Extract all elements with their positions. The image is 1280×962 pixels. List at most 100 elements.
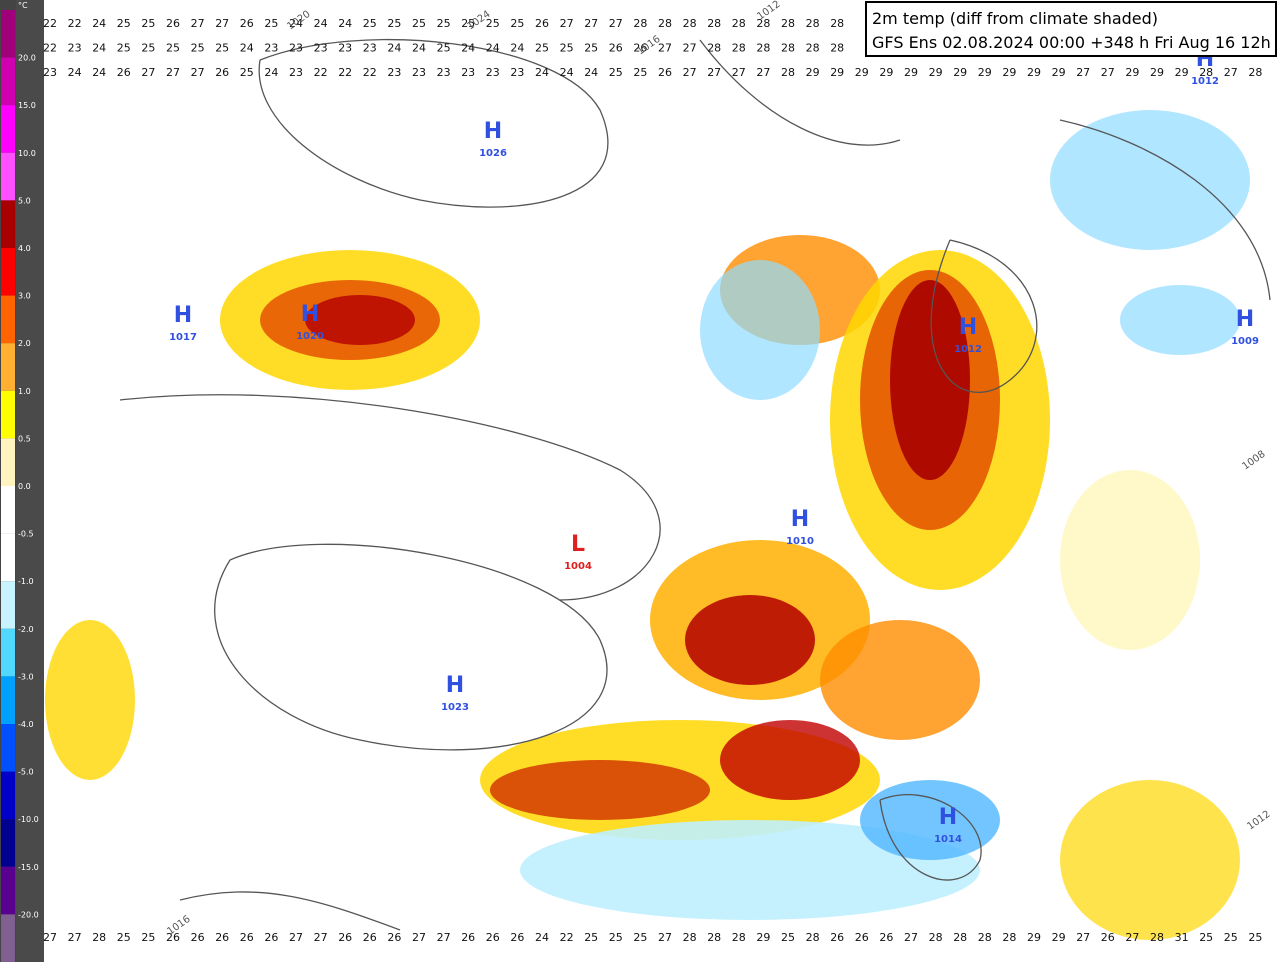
grid-value: 27: [191, 17, 205, 30]
legend-label-strip: [16, 0, 44, 962]
grid-value: 26: [240, 17, 254, 30]
grid-value: 27: [43, 931, 57, 944]
legend-label: -5.0: [18, 768, 34, 777]
title-frame: [865, 1, 1277, 57]
legend-label: 20.0: [18, 54, 36, 63]
grid-value: 28: [1199, 66, 1213, 79]
legend-swatch: [1, 676, 15, 724]
grid-value: 23: [387, 66, 401, 79]
grid-value: 25: [1224, 931, 1238, 944]
legend-label: 10.0: [18, 149, 36, 158]
grid-value: 25: [584, 42, 598, 55]
grid-value: 31: [1175, 931, 1189, 944]
grid-value: 26: [166, 17, 180, 30]
grid-value: 22: [43, 17, 57, 30]
grid-value: 25: [264, 17, 278, 30]
anomaly-shading: [45, 110, 1250, 940]
grid-value: 23: [437, 66, 451, 79]
grid-value: 26: [830, 931, 844, 944]
grid-value: 22: [338, 66, 352, 79]
grid-value: 25: [215, 42, 229, 55]
grid-value: 24: [535, 931, 549, 944]
pressure-symbol: H: [174, 303, 192, 328]
grid-value: 25: [781, 931, 795, 944]
pressure-symbol: L: [571, 532, 585, 557]
grid-value: 23: [461, 66, 475, 79]
grid-value: 27: [412, 931, 426, 944]
legend-swatch: [1, 200, 15, 248]
grid-value: 25: [535, 42, 549, 55]
grid-value: 26: [215, 931, 229, 944]
grid-value: 24: [240, 42, 254, 55]
grid-value: 27: [141, 66, 155, 79]
grid-value: 25: [141, 17, 155, 30]
title: 2m temp (diff from climate shaded): [872, 9, 1158, 28]
legend-label: 4.0: [18, 244, 31, 253]
grid-value: 24: [68, 66, 82, 79]
grid-value: 23: [314, 42, 328, 55]
grid-value: 28: [806, 42, 820, 55]
grid-value: 26: [461, 931, 475, 944]
grid-value: 28: [633, 17, 647, 30]
grid-value: 28: [1150, 931, 1164, 944]
grid-value: 25: [584, 931, 598, 944]
grid-value: 29: [756, 931, 770, 944]
pressure-symbol: H: [1236, 307, 1254, 332]
grid-value: 28: [1002, 931, 1016, 944]
legend-label: -4.0: [18, 720, 34, 729]
title-box: 2m temp (diff from climate shaded) GFS E…: [865, 1, 1277, 57]
legend-label: -15.0: [18, 863, 39, 872]
grid-value: 28: [92, 931, 106, 944]
pressure-value: 1020: [296, 331, 324, 342]
grid-value: 28: [683, 931, 697, 944]
legend-swatch: [1, 866, 15, 915]
grid-value: 27: [1101, 66, 1115, 79]
legend-swatch: [1, 295, 15, 344]
grid-value: 25: [117, 931, 131, 944]
legend-swatch: [1, 248, 15, 296]
legend-swatch: [1, 152, 15, 201]
grid-value: 26: [117, 66, 131, 79]
isobars: [119, 38, 1271, 931]
legend-swatch: [1, 628, 15, 677]
grid-value: 24: [510, 42, 524, 55]
grid-value: 26: [633, 42, 647, 55]
grid-value: 29: [1150, 66, 1164, 79]
grid-value: 29: [904, 66, 918, 79]
legend-label: -0.5: [18, 530, 34, 539]
grid-value: 24: [535, 66, 549, 79]
grid-value: 23: [412, 66, 426, 79]
grid-value: 26: [363, 931, 377, 944]
legend-label: -20.0: [18, 910, 39, 919]
legend-label: 0.5: [18, 434, 31, 443]
grid-value: 28: [806, 931, 820, 944]
grid-value: 23: [289, 66, 303, 79]
grid-value: 28: [830, 17, 844, 30]
grid-value: 27: [560, 17, 574, 30]
grid-value: 27: [289, 931, 303, 944]
grid-value: 25: [609, 931, 623, 944]
grid-value: 22: [363, 66, 377, 79]
grid-value: 24: [92, 66, 106, 79]
grid-value: 27: [215, 17, 229, 30]
grid-value: 28: [953, 931, 967, 944]
grid-value: 28: [781, 42, 795, 55]
pressure-symbol: H: [791, 507, 809, 532]
pressure-symbol: H: [301, 302, 319, 327]
legend-swatch: [1, 914, 15, 962]
grid-value: 28: [830, 42, 844, 55]
legend-swatch: [1, 771, 15, 820]
grid-value: 23: [43, 66, 57, 79]
grid-value: 27: [437, 931, 451, 944]
grid-value: 25: [117, 42, 131, 55]
grid-value: 26: [609, 42, 623, 55]
grid-value: 28: [658, 17, 672, 30]
grid-value: 24: [92, 17, 106, 30]
grid-value: 26: [264, 931, 278, 944]
grid-value: 22: [43, 42, 57, 55]
grid-value: 24: [92, 42, 106, 55]
color-scale: °C 20.0 15.0 10.0 5.0 4.0 3.0 2.0 1.0 0.5 0.0 -0.5 -…: [0, 0, 44, 962]
legend-swatch: [1, 10, 15, 58]
